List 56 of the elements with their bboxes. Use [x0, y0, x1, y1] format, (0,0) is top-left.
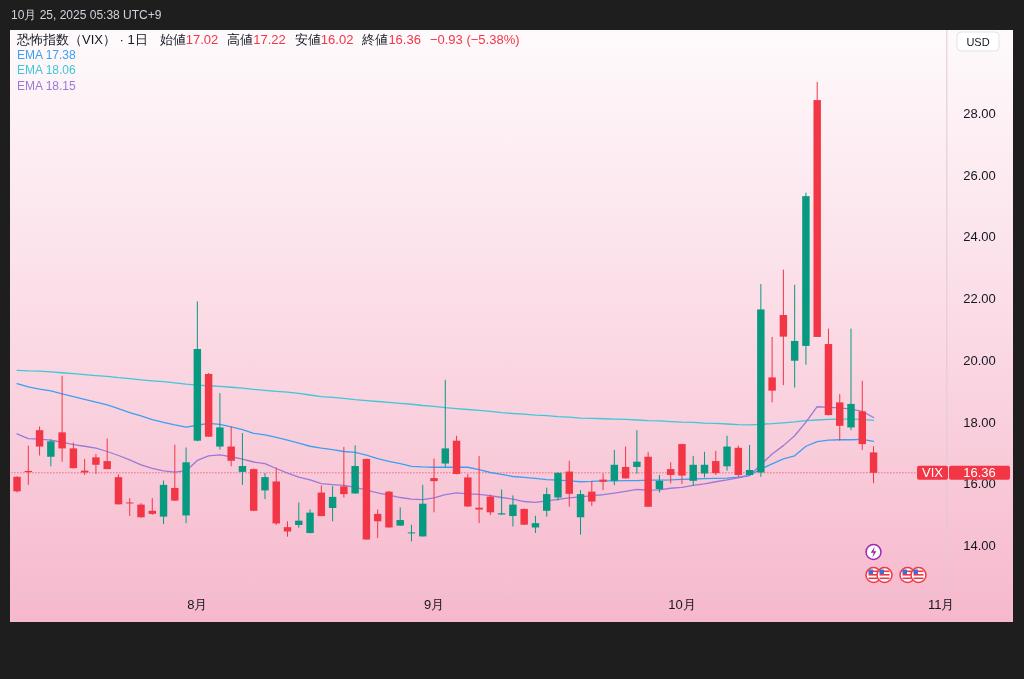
candlestick — [633, 429, 641, 475]
candlestick — [216, 392, 224, 451]
candlestick — [768, 336, 776, 403]
annotation: 始値17.02 — [159, 31, 219, 47]
candlestick — [441, 379, 450, 469]
text: EMA 17.38 — [17, 47, 77, 62]
candlestick — [103, 438, 111, 470]
candlestick — [543, 487, 551, 518]
candlestick — [836, 393, 844, 442]
candlestick — [396, 506, 404, 527]
candlestick — [847, 328, 855, 431]
annotation: 安値16.02 — [294, 31, 354, 47]
y-axis-title: USD — [966, 35, 990, 48]
x-tick-label: 9月 — [423, 596, 445, 612]
text: EMA 18.06 — [17, 63, 77, 77]
y-tick-label: 28.00 — [963, 105, 996, 121]
candlestick — [227, 425, 235, 467]
y-tick-label: 18.00 — [963, 414, 996, 430]
y-tick-label: 22.00 — [963, 291, 996, 307]
annotation: 高値17.22 — [227, 31, 286, 47]
candlestick — [35, 425, 44, 457]
text: 10月 25, 2025 05:38 UTC+9 — [11, 8, 162, 22]
candlestick — [261, 472, 269, 500]
candlestick — [126, 497, 134, 517]
candlestick — [328, 485, 337, 522]
candlestick — [565, 460, 573, 508]
candlestick — [295, 501, 303, 529]
candlestick — [58, 375, 66, 463]
candlestick — [779, 269, 788, 386]
y-tick-label: 14.00 — [963, 538, 996, 554]
candlestick — [576, 489, 585, 536]
x-tick-label: 11月 — [927, 596, 955, 612]
chart-title: 恐怖指数（VIX） · 1日 — [16, 31, 148, 47]
x-tick-label: 10月 — [668, 596, 696, 612]
annotation: −0.93 (−5.38%) — [429, 31, 520, 47]
candlestick — [47, 438, 55, 467]
candlestick — [588, 480, 596, 507]
candlestick — [238, 432, 247, 486]
annotation: 終値16.36 — [361, 31, 421, 47]
y-tick-label: 20.00 — [963, 352, 996, 368]
line-series — [16, 369, 875, 426]
candlestick — [790, 284, 799, 389]
y-tick-label: 16.00 — [963, 476, 996, 492]
y-tick-label: 26.00 — [963, 167, 996, 183]
candlestick — [509, 494, 517, 528]
candlestick — [745, 444, 754, 476]
candlestick — [723, 435, 731, 472]
candlestick — [171, 444, 179, 502]
x-tick-label: 8月 — [187, 596, 208, 612]
candlestick — [486, 494, 495, 516]
text: EMA 18.15 — [17, 78, 77, 93]
candlestick — [69, 442, 78, 469]
candlestick — [317, 484, 326, 517]
y-tick-label: 24.00 — [963, 229, 996, 245]
candlestick — [610, 449, 619, 486]
candlestick — [689, 455, 697, 487]
